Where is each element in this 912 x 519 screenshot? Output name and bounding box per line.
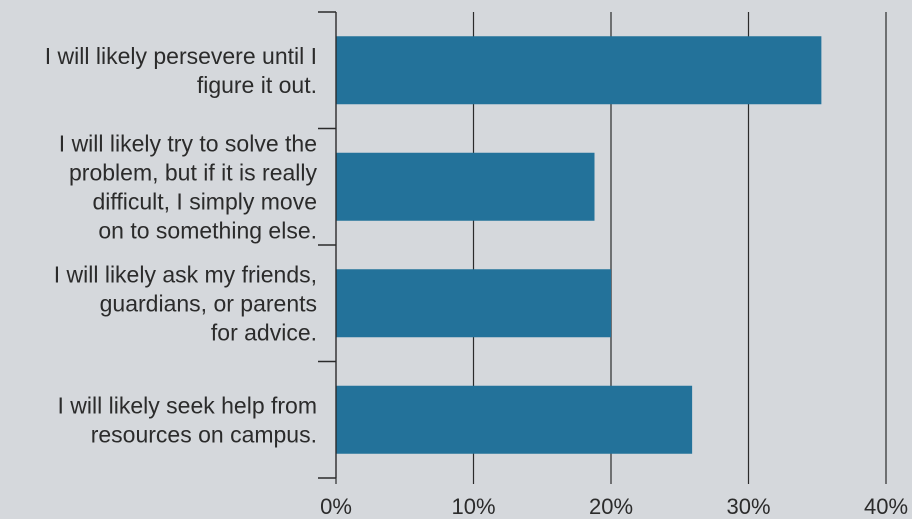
tick-labels: 0% 10% 20% 30% 40% (320, 494, 908, 519)
category-label-line: problem, but if it is really (69, 159, 317, 185)
category-label-4: I will likely seek help from resources on… (58, 392, 317, 447)
bars (336, 36, 822, 454)
category-label-1: I will likely persevere until I figure it… (45, 43, 317, 98)
x-tick-label-20: 20% (589, 494, 633, 519)
category-label-line: figure it out. (197, 72, 317, 98)
x-tick-label-0: 0% (320, 494, 352, 519)
category-label-3: I will likely ask my friends, guardians, … (54, 261, 317, 345)
x-tick-label-40: 40% (864, 494, 908, 519)
x-tick-label-30: 30% (726, 494, 770, 519)
category-label-line: difficult, I simply move (92, 188, 317, 214)
category-label-line: guardians, or parents (100, 290, 317, 316)
category-label-line: I will likely try to solve the (59, 130, 317, 156)
category-label-2: I will likely try to solve the problem, b… (59, 130, 318, 243)
category-label-line: on to something else. (98, 217, 317, 243)
category-label-line: I will likely persevere until I (45, 43, 317, 69)
bar-4 (336, 385, 693, 454)
category-labels: I will likely persevere until I figure it… (45, 43, 318, 448)
axes (318, 11, 887, 484)
category-label-line: resources on campus. (91, 421, 317, 447)
category-label-line: I will likely seek help from (58, 392, 317, 418)
bar-3 (336, 269, 611, 338)
category-label-line: I will likely ask my friends, (54, 261, 317, 287)
category-label-line: for advice. (211, 319, 317, 345)
x-tick-label-10: 10% (451, 494, 495, 519)
bar-2 (336, 152, 595, 221)
bar-1 (336, 36, 822, 105)
